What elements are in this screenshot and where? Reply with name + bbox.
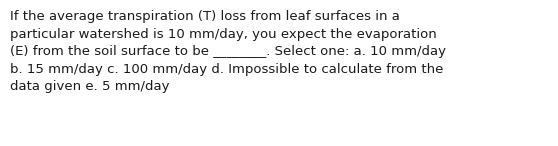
- Text: If the average transpiration (T) loss from leaf surfaces in a
particular watersh: If the average transpiration (T) loss fr…: [10, 10, 446, 93]
